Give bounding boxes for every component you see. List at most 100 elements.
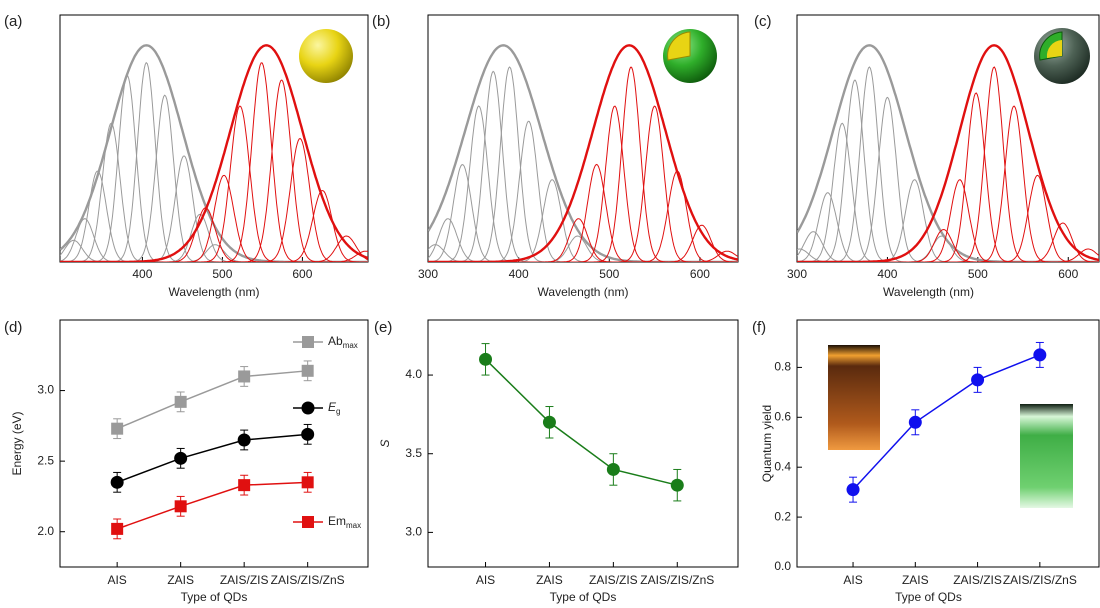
marker (238, 479, 251, 492)
plot-area (60, 44, 368, 262)
marker (110, 475, 124, 489)
legend-subscript: max (343, 341, 358, 350)
legend-marker (302, 336, 314, 348)
y-axis-title: Energy (eV) (10, 411, 24, 475)
x-axis-title: Type of QDs (550, 590, 617, 604)
component-peak (60, 62, 368, 262)
marker (971, 373, 985, 387)
x-tick-label: ZAIS/ZIS/ZnS (640, 573, 714, 587)
x-axis-title: Wavelength (nm) (883, 285, 974, 299)
x-tick-label: 400 (132, 267, 152, 281)
series-line (116, 481, 308, 530)
marker (111, 522, 124, 535)
marker (301, 476, 314, 489)
panel-label: (f) (752, 319, 766, 336)
marker (174, 500, 187, 513)
marker (908, 415, 922, 429)
x-tick-label: ZAIS (167, 573, 194, 587)
component-peak (797, 192, 1099, 262)
legend-entry: Emmax (328, 514, 361, 530)
x-axis-title: Type of QDs (181, 590, 248, 604)
series-line (116, 370, 308, 430)
x-tick-label: ZAIS/ZIS (589, 573, 638, 587)
component-peak (428, 224, 738, 262)
marker (301, 427, 315, 441)
x-tick-label: 600 (1058, 267, 1078, 281)
component-peak (428, 250, 738, 262)
plot-area (428, 44, 738, 262)
y-tick-label: 0.6 (774, 409, 791, 423)
x-tick-label: 600 (292, 267, 312, 281)
marker (238, 370, 251, 383)
x-tick-label: ZAIS/ZIS (220, 573, 269, 587)
x-tick-label: ZAIS/ZIS/ZnS (271, 573, 345, 587)
panel-label: (e) (374, 319, 392, 336)
x-axis-title: Wavelength (nm) (169, 285, 260, 299)
core-cutout (1046, 40, 1062, 58)
component-peak (797, 79, 1099, 262)
component-peak (428, 164, 738, 262)
component-peak (428, 235, 738, 262)
envelope-curve (428, 44, 738, 262)
component-peak (60, 61, 368, 262)
y-tick-label: 3.5 (405, 446, 422, 460)
component-peak (428, 105, 738, 262)
component-peak (797, 92, 1099, 262)
x-axis-title: Wavelength (nm) (538, 285, 629, 299)
series-line (852, 354, 1041, 491)
y-tick-label: 0.0 (774, 559, 791, 573)
particle-icons (299, 28, 1090, 84)
marker (174, 451, 188, 465)
x-tick-label: 500 (968, 267, 988, 281)
marker (846, 483, 860, 497)
x-tick-label: 300 (787, 267, 807, 281)
envelope-curve (797, 44, 1099, 262)
x-tick-label: AIS (107, 573, 126, 587)
envelope-curve (428, 44, 738, 262)
legend-subscript: g (336, 407, 340, 416)
component-peak (60, 94, 368, 262)
component-peak (60, 174, 368, 262)
component-peak (797, 228, 1099, 262)
x-tick-label: 600 (690, 267, 710, 281)
component-peak (428, 218, 738, 262)
panel-label: (c) (754, 13, 772, 30)
marker (542, 415, 556, 429)
plot-frame (427, 319, 739, 568)
marker (479, 352, 493, 366)
component-peak (428, 163, 738, 262)
series-line (116, 433, 308, 484)
component-peak (60, 137, 368, 262)
y-axis-title: Quantum yield (760, 405, 774, 482)
legend-subscript: max (346, 521, 361, 530)
legend-marker (302, 516, 314, 528)
envelope-curve (797, 44, 1099, 262)
panel-label: (b) (372, 13, 390, 30)
y-tick-label: 0.2 (774, 509, 791, 523)
x-tick-label: 500 (599, 267, 619, 281)
component-peak (428, 170, 738, 262)
y-tick-label: 2.0 (37, 524, 54, 538)
x-tick-label: ZAIS (536, 573, 563, 587)
marker (111, 422, 124, 435)
component-peak (60, 207, 368, 262)
y-tick-label: 0.4 (774, 459, 791, 473)
legend-entry: Eg (328, 400, 340, 416)
x-tick-label: AIS (476, 573, 495, 587)
x-tick-label: ZAIS/ZIS (953, 573, 1002, 587)
plot-frame (796, 319, 1100, 568)
x-tick-label: 500 (212, 267, 232, 281)
component-peak (60, 213, 368, 262)
series-line (484, 358, 678, 486)
x-tick-label: ZAIS (902, 573, 929, 587)
vial-photo-green (1020, 404, 1073, 508)
legend-entry: Abmax (328, 334, 358, 350)
component-peak (428, 244, 738, 262)
x-axis-title: Type of QDs (895, 590, 962, 604)
plot-frame (59, 319, 369, 568)
x-tick-label: ZAIS/ZIS/ZnS (1003, 573, 1077, 587)
component-peak (60, 105, 368, 262)
component-peak (797, 231, 1099, 262)
marker (1033, 348, 1047, 362)
core-cutout (667, 31, 691, 61)
